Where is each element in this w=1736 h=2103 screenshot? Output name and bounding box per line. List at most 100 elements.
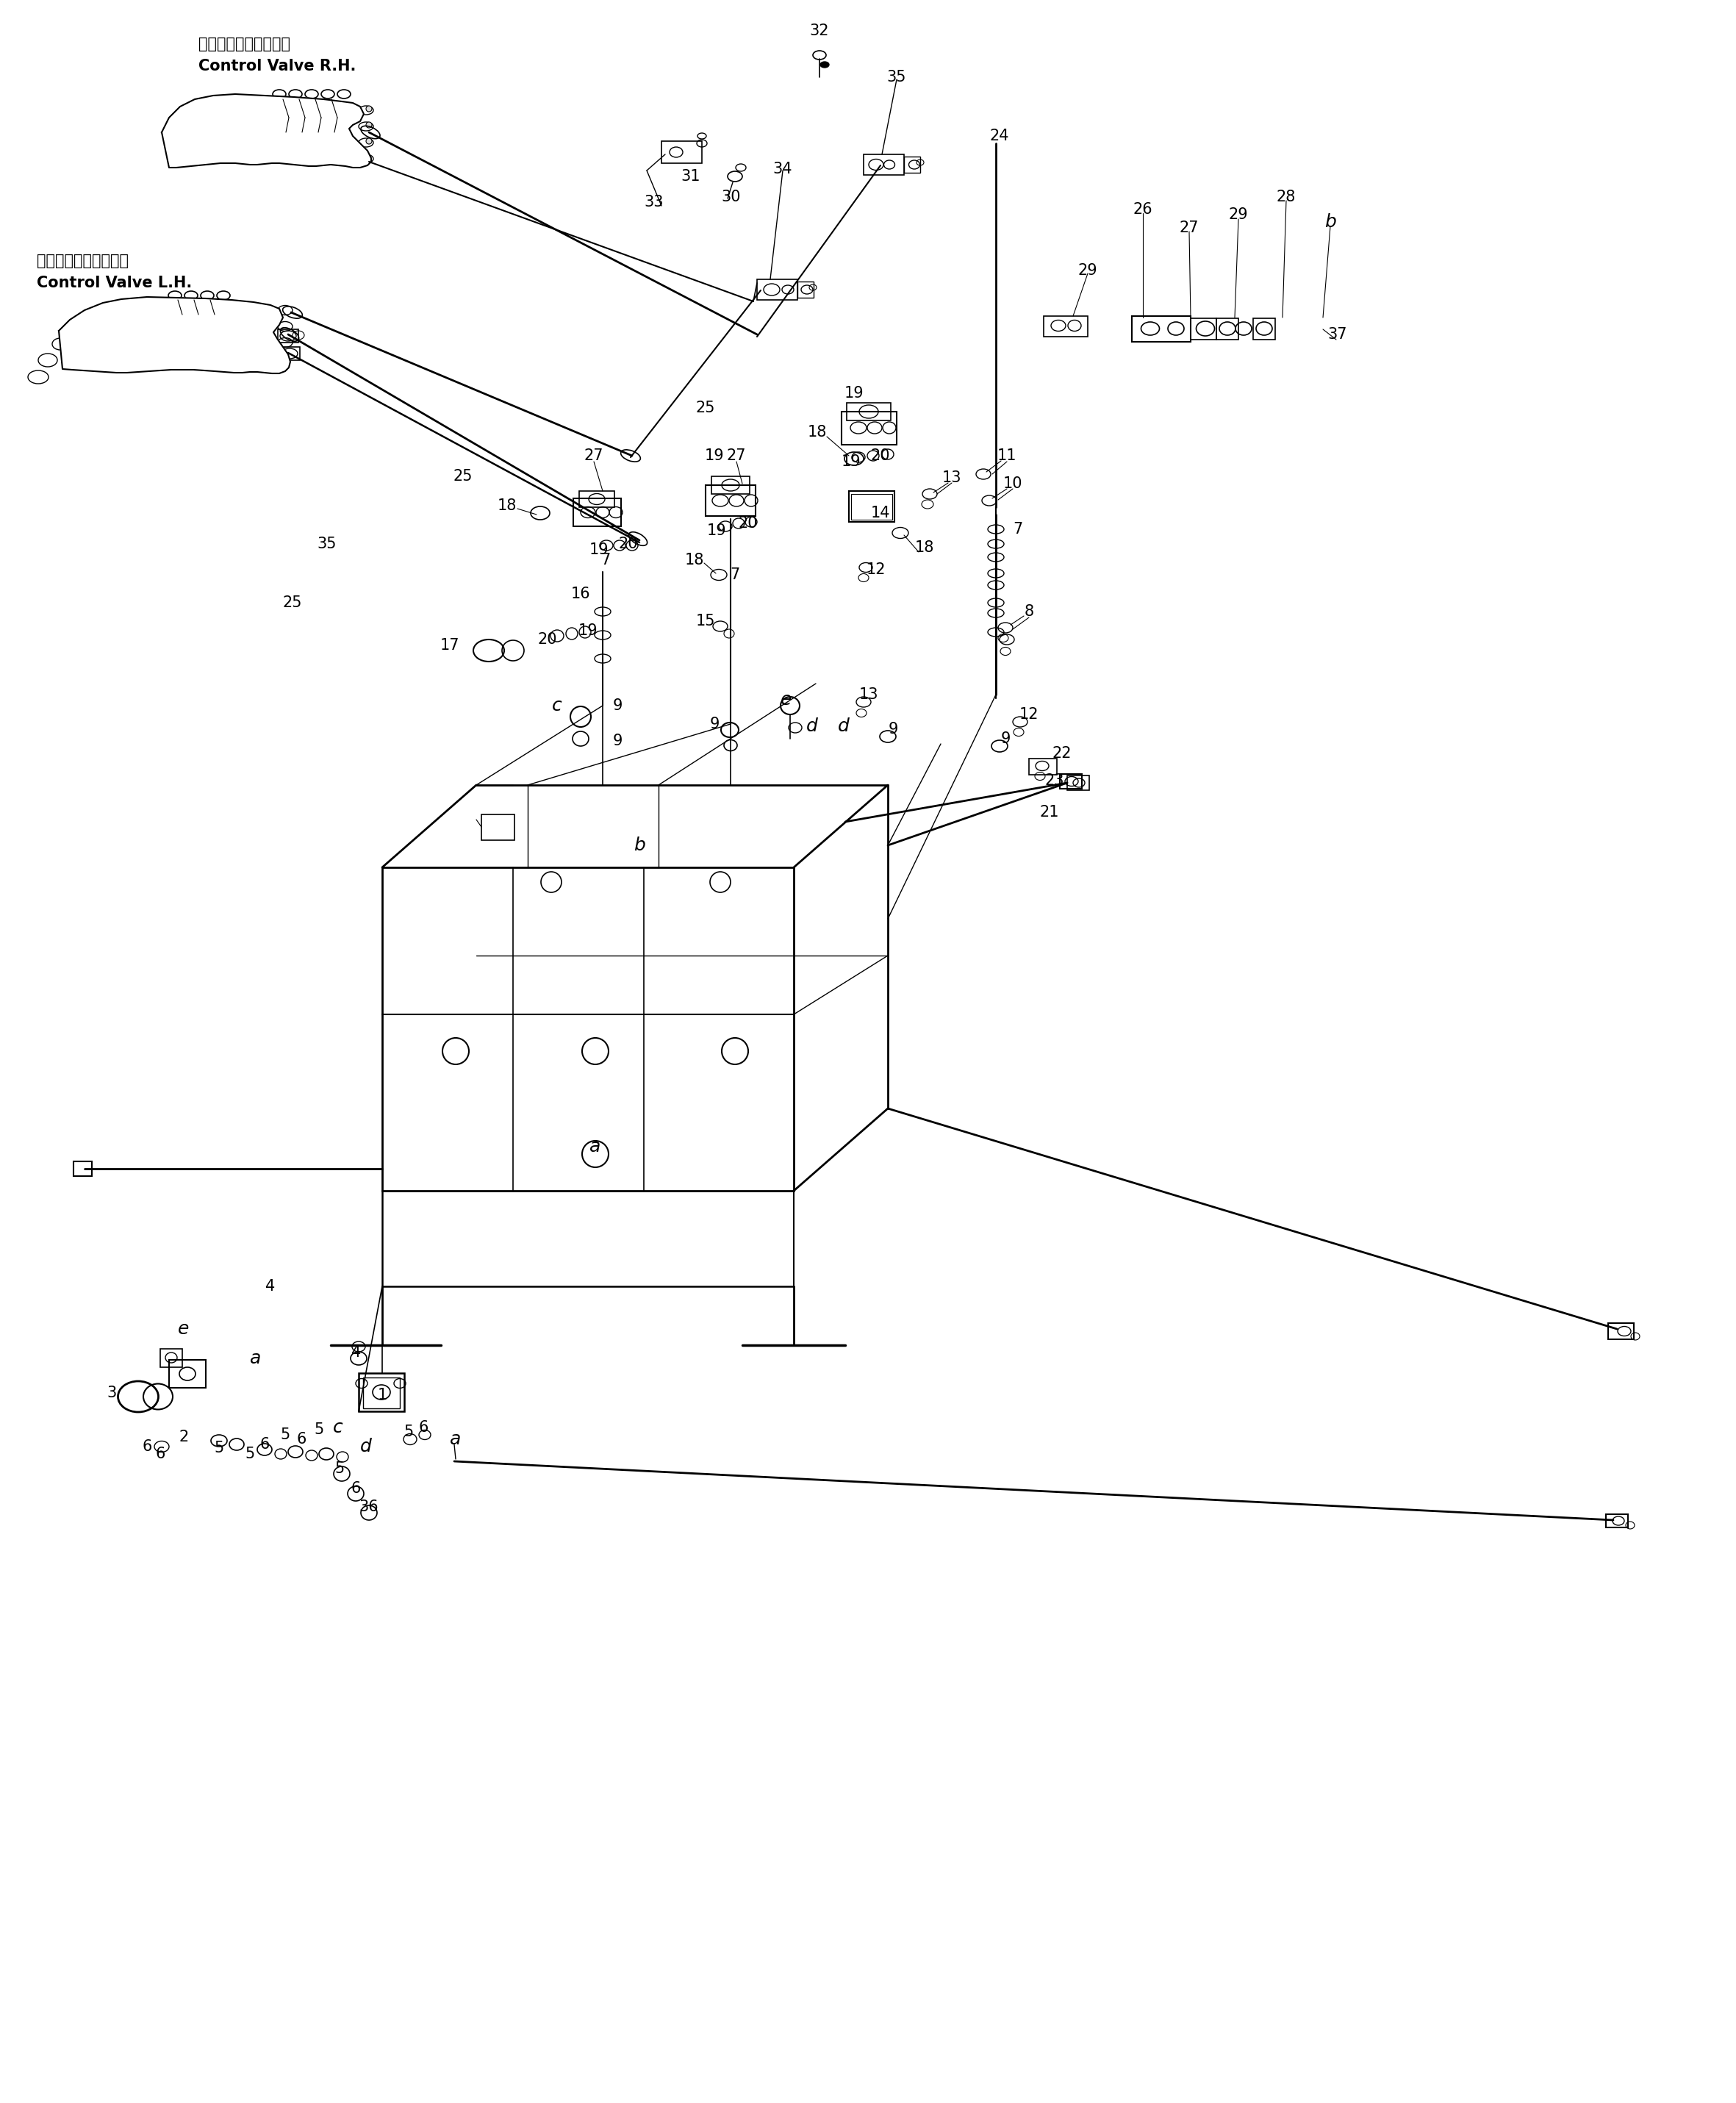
Text: 29: 29 — [1229, 208, 1248, 223]
Text: 19: 19 — [844, 387, 865, 400]
Ellipse shape — [366, 105, 372, 111]
Text: Control Valve R.H.: Control Valve R.H. — [198, 59, 356, 74]
Text: 5: 5 — [404, 1424, 413, 1438]
Text: 29: 29 — [1078, 263, 1097, 278]
Text: 8: 8 — [1024, 604, 1033, 618]
Bar — [842, 412, 898, 444]
Text: 7: 7 — [1014, 522, 1023, 536]
Bar — [1191, 318, 1217, 339]
Text: 9: 9 — [613, 698, 621, 713]
Bar — [757, 280, 797, 301]
Text: 19: 19 — [578, 622, 597, 637]
Text: 12: 12 — [1019, 707, 1038, 721]
Text: c: c — [552, 696, 562, 715]
Text: 18: 18 — [498, 498, 517, 513]
Text: 32: 32 — [809, 23, 830, 38]
Text: コントロールバルブ左: コントロールバルブ左 — [36, 254, 128, 269]
Text: 5: 5 — [279, 1428, 290, 1443]
Bar — [712, 475, 750, 494]
Text: 9: 9 — [1000, 732, 1010, 747]
Bar — [168, 1361, 207, 1388]
Bar — [797, 282, 814, 299]
Polygon shape — [161, 95, 372, 168]
Bar — [481, 814, 514, 841]
Text: 4: 4 — [266, 1279, 276, 1293]
Text: 6: 6 — [418, 1420, 429, 1434]
Text: 25: 25 — [696, 400, 715, 414]
Text: 3: 3 — [108, 1386, 116, 1401]
Text: 27: 27 — [727, 448, 746, 463]
Text: 25: 25 — [283, 595, 302, 610]
Text: 20: 20 — [871, 448, 891, 463]
Text: 6: 6 — [351, 1481, 361, 1495]
Text: 17: 17 — [439, 637, 460, 652]
Text: c: c — [333, 1420, 344, 1436]
Text: 6: 6 — [297, 1432, 306, 1447]
Bar — [363, 1377, 399, 1409]
Bar — [1608, 1323, 1634, 1340]
Text: 5: 5 — [214, 1441, 224, 1455]
Text: 16: 16 — [571, 587, 590, 601]
Text: e: e — [781, 692, 792, 709]
Bar — [580, 490, 615, 507]
Text: a: a — [450, 1430, 462, 1449]
Text: 30: 30 — [722, 189, 741, 204]
Text: 18: 18 — [686, 553, 705, 568]
Text: 13: 13 — [859, 688, 878, 702]
Text: 13: 13 — [943, 471, 962, 486]
Text: d: d — [359, 1438, 372, 1455]
Text: e: e — [179, 1321, 189, 1338]
Text: 20: 20 — [738, 515, 759, 530]
Text: 27: 27 — [1179, 221, 1200, 236]
Bar — [849, 490, 894, 522]
Bar — [863, 154, 904, 175]
Text: 22: 22 — [1052, 747, 1071, 761]
Text: 31: 31 — [681, 168, 701, 183]
Polygon shape — [59, 297, 290, 374]
Text: a: a — [590, 1138, 601, 1155]
Text: 9: 9 — [889, 721, 898, 736]
Text: コントロールバルブ右: コントロールバルブ右 — [198, 36, 290, 50]
Ellipse shape — [366, 139, 372, 145]
Text: 20: 20 — [538, 633, 557, 648]
Bar — [278, 330, 299, 343]
Text: 19: 19 — [705, 448, 724, 463]
Text: 6: 6 — [155, 1447, 165, 1462]
Text: 15: 15 — [696, 614, 715, 629]
Text: Control Valve L.H.: Control Valve L.H. — [36, 275, 193, 290]
Text: 19: 19 — [707, 524, 726, 538]
Text: 2: 2 — [179, 1430, 189, 1445]
Bar — [847, 404, 891, 421]
Text: 4: 4 — [352, 1346, 361, 1361]
Bar — [1132, 315, 1191, 343]
Text: d: d — [838, 717, 849, 736]
Text: 23: 23 — [1045, 774, 1064, 789]
Bar — [1059, 774, 1082, 789]
Text: 35: 35 — [318, 536, 337, 551]
Text: 11: 11 — [996, 448, 1017, 463]
Ellipse shape — [819, 61, 830, 67]
Text: 28: 28 — [1276, 189, 1295, 204]
Bar — [160, 1348, 182, 1367]
Bar — [1029, 759, 1057, 774]
Text: 6: 6 — [260, 1436, 269, 1451]
Text: 19: 19 — [589, 543, 609, 557]
Bar — [1606, 1514, 1628, 1527]
Text: 10: 10 — [1003, 475, 1023, 490]
Bar — [661, 141, 701, 164]
Text: d: d — [806, 717, 818, 736]
Text: 20: 20 — [618, 536, 639, 551]
Text: 33: 33 — [644, 196, 663, 210]
Text: 5: 5 — [335, 1462, 344, 1476]
Text: 21: 21 — [1040, 805, 1059, 820]
Text: 26: 26 — [1134, 202, 1153, 217]
Text: 18: 18 — [807, 425, 826, 440]
Text: 9: 9 — [613, 734, 621, 749]
Text: 34: 34 — [773, 162, 792, 177]
Text: b: b — [634, 837, 646, 854]
Text: 37: 37 — [1328, 328, 1347, 343]
Text: b: b — [1325, 212, 1337, 231]
Text: 27: 27 — [583, 448, 604, 463]
Bar — [279, 347, 300, 360]
Text: 25: 25 — [453, 469, 472, 484]
